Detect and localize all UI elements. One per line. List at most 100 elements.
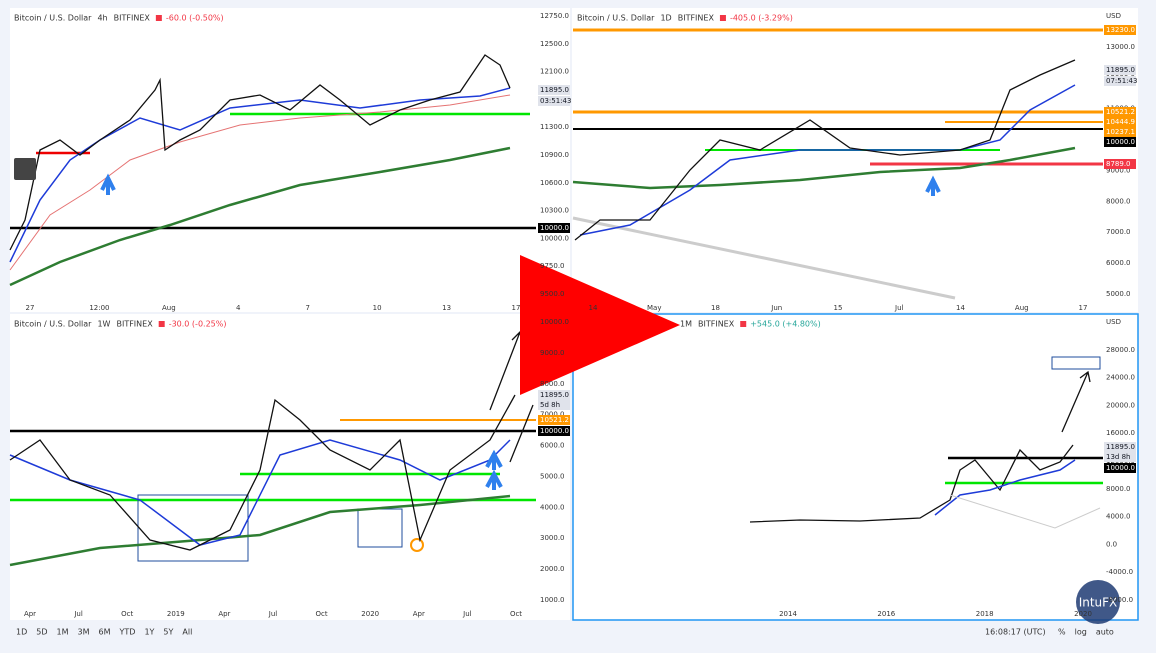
price-axis-label: -4000.0 (1106, 568, 1133, 576)
marker (410, 538, 424, 552)
price-axis-label: 9750.0 (540, 262, 565, 270)
panel-bg-active (572, 313, 1139, 621)
price-tag (538, 85, 570, 95)
price-axis-label: 8000.0 (540, 380, 565, 388)
price-tag (538, 390, 570, 400)
price-axis-label: 10900.0 (540, 151, 569, 159)
time-axis-label: Aug (162, 304, 176, 312)
price-axis-label: 8000.0 (1106, 197, 1131, 205)
price-axis-label: 4000.0 (1106, 513, 1131, 521)
price-change: -405.0 (-3.29%) (730, 14, 793, 23)
ma-line (9, 146, 511, 287)
price-axis-label: 28000.0 (1106, 346, 1135, 354)
price-axis-label: 12100.0 (540, 68, 569, 76)
logo: IntuFX (1079, 596, 1118, 610)
scale-option[interactable]: log (1075, 628, 1087, 637)
price-axis-label: 12750.0 (540, 12, 569, 20)
price-tag-label: 11895.0 (1106, 443, 1135, 451)
range-button[interactable]: All (182, 628, 192, 637)
ma-line (9, 94, 511, 271)
change-dot (740, 321, 747, 327)
price-axis-label: 10300.0 (540, 207, 569, 215)
price-tag (1104, 452, 1136, 462)
time-axis-label: 2014 (779, 610, 797, 618)
price-tag (538, 415, 570, 425)
chart-exchange: BITFINEX (116, 320, 153, 329)
price-tag-label: 10444.9 (1106, 118, 1135, 126)
arrow (925, 175, 941, 196)
price-candles (9, 394, 516, 551)
price-axis-label: 4000.0 (540, 503, 565, 511)
price-axis-label: 6000.0 (1106, 259, 1131, 267)
price-axis-label: 8000.0 (1106, 485, 1131, 493)
range-button[interactable]: 1D (16, 628, 27, 637)
price-change: -30.0 (-0.25%) (169, 320, 227, 329)
drawings (9, 28, 1103, 567)
trend-line (572, 216, 956, 300)
tool-button[interactable] (14, 158, 36, 180)
panel-bg (10, 314, 570, 620)
price-axis-label: 5000.0 (1106, 290, 1131, 298)
range-button[interactable]: 1M (57, 628, 69, 637)
price-axis-label: 16000.0 (1106, 429, 1135, 437)
time-axis-label: Jul (73, 610, 83, 618)
time-axis-label: Oct (121, 610, 133, 618)
logo-badge (1076, 580, 1120, 624)
time-axis-label: 17 (1079, 304, 1088, 312)
price-axis-label: 9500.0 (540, 290, 565, 298)
price-axis-label: 2000.0 (540, 565, 565, 573)
chart-symbol: Bitcoin / U.S. Dollar (14, 320, 92, 329)
range-button[interactable]: 5D (36, 628, 47, 637)
scale-option[interactable]: auto (1096, 628, 1114, 637)
scale-option[interactable]: % (1058, 628, 1066, 637)
price-tag-label: 11895.0 (540, 391, 569, 399)
price-candles (749, 444, 1074, 523)
time-axis-label: 2016 (877, 610, 895, 618)
range-button[interactable]: 1Y (144, 628, 154, 637)
price-axis-label: 20000.0 (1106, 401, 1135, 409)
chart-interval: 1M (680, 320, 692, 329)
arrow (1061, 370, 1091, 433)
range-button[interactable]: 6M (99, 628, 111, 637)
price-tag (1104, 127, 1136, 137)
time-axis-label: Apr (413, 610, 425, 618)
ma-line (9, 439, 511, 546)
trend-line (949, 494, 1101, 529)
range-button[interactable]: 3M (78, 628, 90, 637)
price-axis-label: 9000.0 (540, 349, 565, 357)
price-tag (1104, 137, 1136, 147)
time-axis-label: 10 (373, 304, 382, 312)
time-axis-label: Jul (268, 610, 278, 618)
arrow (485, 449, 503, 490)
price-axis-label: 7000.0 (540, 411, 565, 419)
range-button[interactable]: YTD (119, 628, 136, 637)
box (137, 494, 249, 562)
chart-symbol: Bitcoin / U.S. Dollar (14, 14, 92, 23)
time-axis-label: Apr (24, 610, 36, 618)
time-axis-label: Apr (218, 610, 230, 618)
time-axis-label: Jul (894, 304, 904, 312)
price-tag-label: 8789.0 (1106, 160, 1131, 168)
time-axis-label: 2020 (361, 610, 379, 618)
price-tag-label: 10000.0 (1106, 464, 1135, 472)
time-axis-label: 27 (26, 304, 35, 312)
chart-interval: 1W (97, 320, 110, 329)
arrow (100, 173, 116, 195)
chart-interval: 1D (660, 14, 671, 23)
price-tag (538, 96, 570, 106)
price-tag (1104, 117, 1136, 127)
ma-line (9, 494, 511, 567)
ma-line (934, 459, 1076, 516)
price-axis-label: 12500.0 (540, 40, 569, 48)
range-button[interactable]: 5Y (163, 628, 173, 637)
play-button[interactable] (520, 255, 680, 395)
price-axis-label: 10000.0 (540, 318, 569, 326)
price-axis-label: 10600.0 (540, 179, 569, 187)
price-tag-label: 10000.0 (1106, 138, 1135, 146)
panel-bg (572, 8, 1138, 312)
time-axis-label: 7 (305, 304, 309, 312)
price-tag-label: 10521.2 (1106, 108, 1135, 116)
